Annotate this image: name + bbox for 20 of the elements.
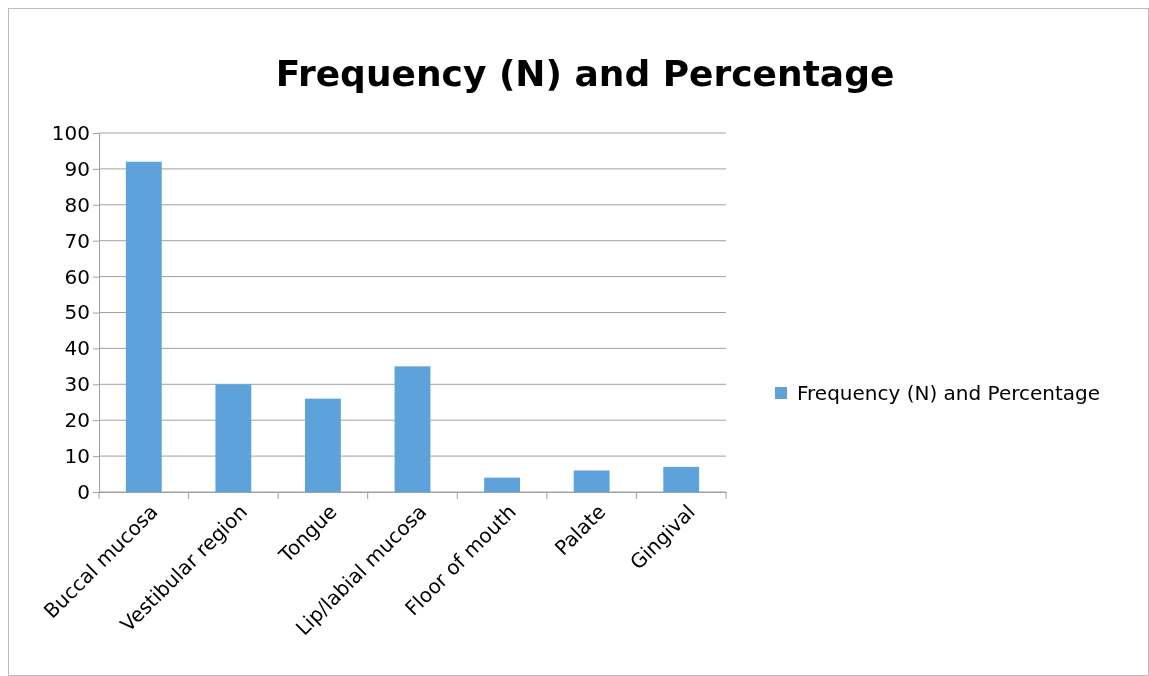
y-tick-label: 20	[64, 408, 90, 433]
bar	[484, 477, 520, 492]
legend-label: Frequency (N) and Percentage	[797, 381, 1101, 405]
bar	[125, 161, 162, 492]
y-tick-label: 90	[64, 156, 90, 181]
bar	[305, 398, 341, 492]
y-tick-label: 40	[64, 336, 90, 361]
y-tick-label: 70	[64, 228, 90, 253]
y-tick-label: 80	[64, 192, 90, 217]
chart-title: Frequency (N) and Percentage	[275, 53, 895, 94]
y-tick-label: 60	[64, 264, 90, 289]
y-tick-label: 50	[64, 300, 90, 325]
bar	[573, 470, 610, 492]
y-tick-label: 100	[51, 120, 90, 145]
y-tick-label: 30	[64, 372, 90, 397]
bar	[394, 366, 431, 492]
bar	[215, 384, 252, 492]
bar	[663, 466, 700, 492]
y-tick-label: 0	[77, 479, 90, 504]
y-tick-label: 10	[64, 444, 90, 468]
